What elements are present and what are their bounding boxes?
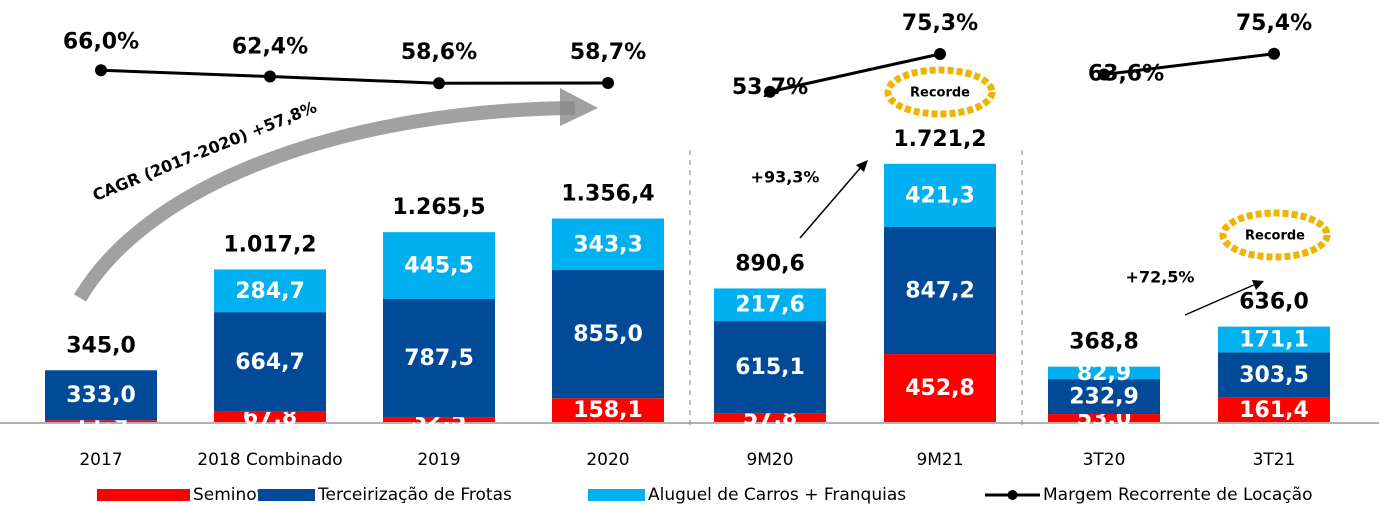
line-label: 75,4% [1236, 11, 1312, 36]
growth-label: +93,3% [751, 168, 820, 187]
bar-segment [1048, 379, 1160, 415]
line-piece [1103, 52, 1275, 76]
bar-segment [884, 354, 996, 422]
segment-label: 855,0 [573, 322, 643, 347]
legend-label: Terceirização de Frotas [317, 485, 512, 505]
bar-segment [714, 321, 826, 414]
bar-segment [45, 370, 157, 421]
line-point [95, 64, 107, 77]
total-label: 1.721,2 [893, 127, 986, 152]
line-label: 66,0% [63, 29, 139, 54]
bar-segment [714, 288, 826, 322]
bar-segment [1048, 366, 1160, 380]
growth-arrow-head [856, 160, 868, 172]
bar-segment [383, 299, 495, 418]
legend-swatch [258, 489, 315, 501]
segment-label: 158,1 [573, 398, 643, 423]
line-label: 75,3% [902, 11, 978, 36]
x-tick-label: 2019 [417, 450, 460, 470]
bar-segment [714, 413, 826, 422]
segment-label: 445,5 [404, 254, 474, 279]
x-tick-label: 3T21 [1253, 450, 1296, 470]
segment-label: 343,3 [573, 232, 643, 257]
line-piece [100, 68, 609, 85]
bar-segment [884, 227, 996, 355]
x-tick-label: 9M21 [916, 450, 963, 470]
bar-segment [884, 163, 996, 227]
segment-label: 284,7 [235, 279, 305, 304]
bar-segment [552, 398, 664, 422]
bar-segment [1218, 326, 1330, 353]
bar-segment [1048, 414, 1160, 422]
record-badge: Recorde [1219, 209, 1331, 261]
bar-segment [1218, 397, 1330, 422]
segment-label: 161,4 [1239, 398, 1309, 423]
segment-label: 232,9 [1069, 385, 1139, 410]
growth-arrow [1184, 283, 1257, 316]
x-tick-label: 2017 [79, 450, 122, 470]
segment-label: 171,1 [1239, 327, 1309, 352]
total-label: 636,0 [1239, 290, 1309, 315]
legend-swatch [588, 489, 645, 501]
legend-label: Margem Recorrente de Locação [1043, 485, 1312, 505]
segment-label: 333,0 [66, 383, 136, 408]
legend-swatch [1007, 490, 1018, 500]
total-label: 1.265,5 [392, 195, 485, 220]
total-label: 368,8 [1069, 330, 1139, 355]
legend-swatch [97, 489, 190, 501]
bar-segment [383, 232, 495, 299]
line-point [1098, 68, 1110, 81]
bar-segment [214, 312, 326, 412]
bar-segment [1218, 352, 1330, 398]
growth-label: +72,5% [1126, 268, 1195, 287]
cagr-arrow-head [560, 88, 598, 126]
record-label: Recorde [910, 86, 970, 101]
bar-segment [552, 270, 664, 399]
line-point [934, 47, 946, 60]
segment-label: 615,1 [735, 355, 805, 380]
line-point [264, 70, 276, 83]
record-badge: Recorde [884, 66, 996, 118]
x-tick-label: 3T20 [1083, 450, 1126, 470]
line-label: 58,6% [401, 40, 477, 65]
cagr-arrow [73, 101, 576, 302]
legend: Seminovos Terceirização de Frotas Aluguel … [97, 485, 1312, 505]
line-piece [769, 52, 941, 94]
segment-label: 421,3 [905, 183, 975, 208]
bars: 11,9333,0345,0201767,8664,7284,71.017,22… [45, 127, 1330, 470]
margin-line: 66,0% 62,4% 58,6% 58,7% 53,7% 75,3% 63,6% 75,4% [63, 11, 1312, 100]
bar-segment [45, 420, 157, 422]
segment-label: 82,9 [1077, 361, 1131, 386]
line-label: 58,7% [570, 40, 646, 65]
line-point [602, 77, 614, 90]
total-label: 1.356,4 [561, 182, 654, 207]
segment-label: 787,5 [404, 346, 474, 371]
bar-segment [214, 411, 326, 422]
x-tick-label: 2020 [586, 450, 629, 470]
line-label: 62,4% [232, 35, 308, 60]
growth-arrow [799, 165, 863, 239]
line-point [1268, 47, 1280, 60]
bar-segment [383, 417, 495, 422]
x-tick-label: 9M20 [746, 450, 793, 470]
segment-label: 664,7 [235, 350, 305, 375]
segment-label: 452,8 [905, 376, 975, 401]
bar-segment [214, 269, 326, 313]
legend-label: Aluguel de Carros + Franquias [648, 485, 906, 505]
record-label: Recorde [1245, 229, 1305, 244]
line-point [433, 77, 445, 90]
total-label: 1.017,2 [223, 232, 316, 257]
total-label: 345,0 [66, 333, 136, 358]
growth-arrow-head [1252, 280, 1264, 290]
segment-label: 847,2 [905, 279, 975, 304]
line-label: 63,6% [1088, 61, 1164, 86]
line-point [764, 85, 776, 98]
segment-label: 303,5 [1239, 363, 1309, 388]
segment-label: 217,6 [735, 293, 805, 318]
total-label: 890,6 [735, 251, 805, 276]
x-tick-label: 2018 Combinado [197, 450, 342, 470]
bar-segment [552, 218, 664, 271]
line-label: 53,7% [732, 75, 808, 100]
